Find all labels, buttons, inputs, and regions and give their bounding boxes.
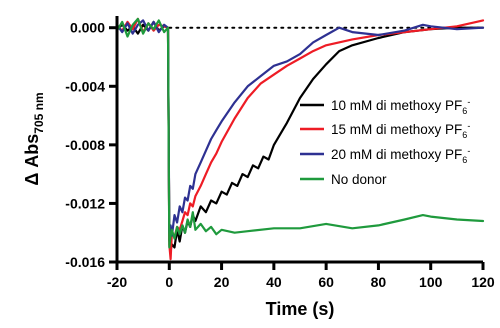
y-tick-label: 0.000	[70, 20, 105, 36]
legend-label-text: 20 mM di methoxy PF	[331, 147, 462, 162]
x-axis-title: Time (s)	[266, 299, 335, 319]
legend-label-text: 15 mM di methoxy PF	[331, 122, 462, 137]
axes	[115, 16, 483, 264]
legend-label-3: 20 mM di methoxy PF6-	[331, 146, 470, 165]
series-line-3	[115, 19, 485, 237]
legend: 10 mM di methoxy PF6-15 mM di methoxy PF…	[300, 97, 470, 187]
x-tick-label: 60	[318, 274, 334, 290]
series-line-4	[115, 17, 485, 249]
y-axis-title-subscript: 705 nm	[32, 92, 46, 133]
x-tick-label: 120	[471, 274, 495, 290]
y-axis-title-main: Δ Abs	[22, 134, 42, 186]
legend-label-4: No donor	[331, 172, 387, 187]
y-tick-label: -0.008	[65, 137, 105, 153]
x-tick-label: 0	[165, 274, 173, 290]
legend-label-2: 15 mM di methoxy PF6-	[331, 121, 470, 140]
y-axis-title: Δ Abs705 nm	[22, 92, 46, 185]
x-tick-label: 40	[266, 274, 282, 290]
legend-label-superscript: -	[467, 121, 470, 131]
x-tick-label: -20	[107, 274, 127, 290]
legend-label-1: 10 mM di methoxy PF6-	[331, 97, 470, 116]
y-tick-label: -0.016	[65, 254, 105, 270]
legend-label-subscript: 6	[462, 106, 467, 116]
legend-label-subscript: 6	[462, 130, 467, 140]
ticks: -20 0 20 40 60 80 100 120 0.000 -0.004 -0.008 -0.01…	[65, 20, 495, 290]
x-tick-label: 20	[214, 274, 230, 290]
legend-label-text: No donor	[331, 172, 387, 187]
legend-label-subscript: 6	[462, 155, 467, 165]
series-layer	[115, 17, 485, 261]
legend-label-text: 10 mM di methoxy PF	[331, 98, 462, 113]
x-tick-label: 80	[371, 274, 387, 290]
x-tick-label: 100	[419, 274, 443, 290]
y-tick-label: -0.012	[65, 195, 105, 211]
legend-label-superscript: -	[467, 97, 470, 107]
y-tick-label: -0.004	[65, 78, 105, 94]
legend-label-superscript: -	[467, 146, 470, 156]
